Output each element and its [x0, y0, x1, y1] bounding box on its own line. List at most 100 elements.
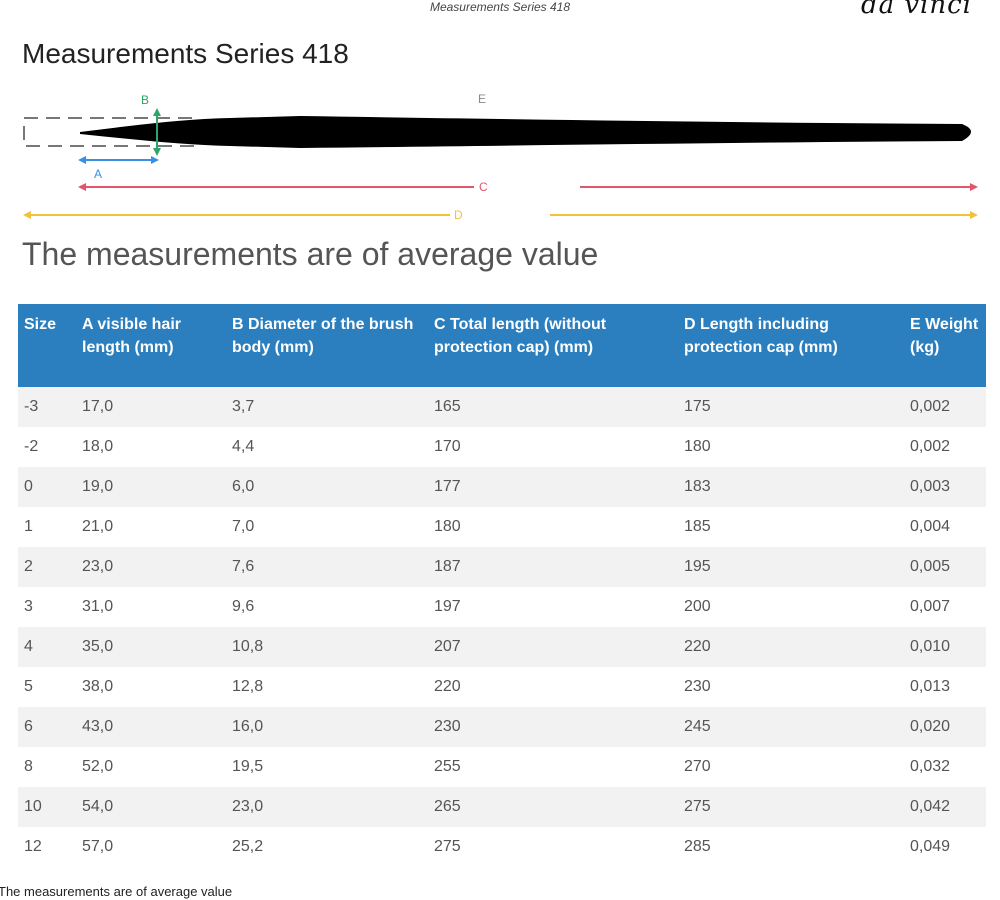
cell-body-diameter: 10,8 — [226, 627, 428, 667]
measurements-table: Size A visible hair length (mm) B Diamet… — [18, 304, 986, 867]
cell-size: -2 — [18, 427, 76, 467]
cell-weight: 0,049 — [904, 827, 986, 867]
table-row: 1 21,0 7,0 180 185 0,004 — [18, 507, 986, 547]
cell-length-with-cap: 270 — [678, 747, 904, 787]
table-header-row: Size A visible hair length (mm) B Diamet… — [18, 304, 986, 387]
cell-body-diameter: 7,6 — [226, 547, 428, 587]
cell-total-length: 187 — [428, 547, 678, 587]
brand-logo: da vinci — [860, 0, 972, 20]
dimension-a-arrow-left — [78, 156, 86, 164]
cell-weight: 0,013 — [904, 667, 986, 707]
column-header-weight: E Weight (kg) — [904, 304, 986, 387]
table-row: 0 19,0 6,0 177 183 0,003 — [18, 467, 986, 507]
footnote: The measurements are of average value — [0, 884, 233, 899]
cell-body-diameter: 9,6 — [226, 587, 428, 627]
table-row: 6 43,0 16,0 230 245 0,020 — [18, 707, 986, 747]
page-title: Measurements Series 418 — [22, 38, 349, 69]
cell-size: 3 — [18, 587, 76, 627]
table-row: 2 23,0 7,6 187 195 0,005 — [18, 547, 986, 587]
average-values-heading: The measurements are of average value — [22, 236, 599, 272]
cell-size: 8 — [18, 747, 76, 787]
cell-length-with-cap: 200 — [678, 587, 904, 627]
cell-length-with-cap: 175 — [678, 387, 904, 427]
cell-length-with-cap: 195 — [678, 547, 904, 587]
cell-total-length: 165 — [428, 387, 678, 427]
column-header-hair-length: A visible hair length (mm) — [76, 304, 226, 387]
cell-body-diameter: 3,7 — [226, 387, 428, 427]
cell-body-diameter: 6,0 — [226, 467, 428, 507]
cell-length-with-cap: 220 — [678, 627, 904, 667]
brush-silhouette — [80, 116, 971, 148]
cell-weight: 0,007 — [904, 587, 986, 627]
cell-total-length: 177 — [428, 467, 678, 507]
table-row: -2 18,0 4,4 170 180 0,002 — [18, 427, 986, 467]
cell-total-length: 230 — [428, 707, 678, 747]
column-header-body-diameter: B Diameter of the brush body (mm) — [226, 304, 428, 387]
column-header-length-with-cap: D Length including protection cap (mm) — [678, 304, 904, 387]
cell-body-diameter: 7,0 — [226, 507, 428, 547]
dimension-c-arrow-left — [78, 183, 86, 191]
cell-hair-length: 38,0 — [76, 667, 226, 707]
cell-total-length: 197 — [428, 587, 678, 627]
cell-total-length: 255 — [428, 747, 678, 787]
cell-weight: 0,032 — [904, 747, 986, 787]
table-row: 8 52,0 19,5 255 270 0,032 — [18, 747, 986, 787]
cell-total-length: 207 — [428, 627, 678, 667]
cell-size: 4 — [18, 627, 76, 667]
cell-hair-length: 43,0 — [76, 707, 226, 747]
cell-size: 2 — [18, 547, 76, 587]
cell-weight: 0,002 — [904, 387, 986, 427]
cell-total-length: 265 — [428, 787, 678, 827]
cell-total-length: 275 — [428, 827, 678, 867]
cell-hair-length: 17,0 — [76, 387, 226, 427]
cell-size: 12 — [18, 827, 76, 867]
cell-hair-length: 18,0 — [76, 427, 226, 467]
cell-hair-length: 52,0 — [76, 747, 226, 787]
cell-weight: 0,003 — [904, 467, 986, 507]
dimension-d-label: D — [454, 208, 463, 222]
table-row: -3 17,0 3,7 165 175 0,002 — [18, 387, 986, 427]
table-row: 3 31,0 9,6 197 200 0,007 — [18, 587, 986, 627]
cell-weight: 0,010 — [904, 627, 986, 667]
cell-hair-length: 54,0 — [76, 787, 226, 827]
cell-length-with-cap: 185 — [678, 507, 904, 547]
dimension-b-arrow-top — [153, 108, 161, 116]
table-row: 4 35,0 10,8 207 220 0,010 — [18, 627, 986, 667]
cell-weight: 0,002 — [904, 427, 986, 467]
cell-body-diameter: 25,2 — [226, 827, 428, 867]
dimension-c-label: C — [479, 180, 488, 194]
cell-size: 1 — [18, 507, 76, 547]
dimension-a-label: A — [94, 167, 102, 181]
cell-hair-length: 35,0 — [76, 627, 226, 667]
cell-length-with-cap: 275 — [678, 787, 904, 827]
dimension-d-arrow-left — [23, 211, 31, 219]
cell-size: 0 — [18, 467, 76, 507]
dimension-b-arrow-bottom — [153, 148, 161, 156]
cell-weight: 0,005 — [904, 547, 986, 587]
table-body: -3 17,0 3,7 165 175 0,002 -2 18,0 4,4 170 180 0,002… — [18, 387, 986, 867]
cell-body-diameter: 16,0 — [226, 707, 428, 747]
dimension-c-arrow-right — [970, 183, 978, 191]
cell-hair-length: 23,0 — [76, 547, 226, 587]
cell-size: 10 — [18, 787, 76, 827]
table-row: 5 38,0 12,8 220 230 0,013 — [18, 667, 986, 707]
dimension-e-label: E — [478, 92, 486, 106]
cell-total-length: 220 — [428, 667, 678, 707]
cell-body-diameter: 4,4 — [226, 427, 428, 467]
dimension-a-arrow-right — [151, 156, 159, 164]
dimension-b-label: B — [141, 93, 149, 107]
cell-length-with-cap: 245 — [678, 707, 904, 747]
cell-hair-length: 31,0 — [76, 587, 226, 627]
cell-body-diameter: 23,0 — [226, 787, 428, 827]
cell-size: 5 — [18, 667, 76, 707]
cell-length-with-cap: 183 — [678, 467, 904, 507]
brush-measurement-diagram: B E A C D — [23, 92, 978, 222]
table-row: 10 54,0 23,0 265 275 0,042 — [18, 787, 986, 827]
cell-body-diameter: 19,5 — [226, 747, 428, 787]
document-header-title: Measurements Series 418 — [429, 0, 571, 14]
table-row: 12 57,0 25,2 275 285 0,049 — [18, 827, 986, 867]
cell-hair-length: 19,0 — [76, 467, 226, 507]
cell-length-with-cap: 285 — [678, 827, 904, 867]
column-header-size: Size — [18, 304, 76, 387]
cell-size: -3 — [18, 387, 76, 427]
